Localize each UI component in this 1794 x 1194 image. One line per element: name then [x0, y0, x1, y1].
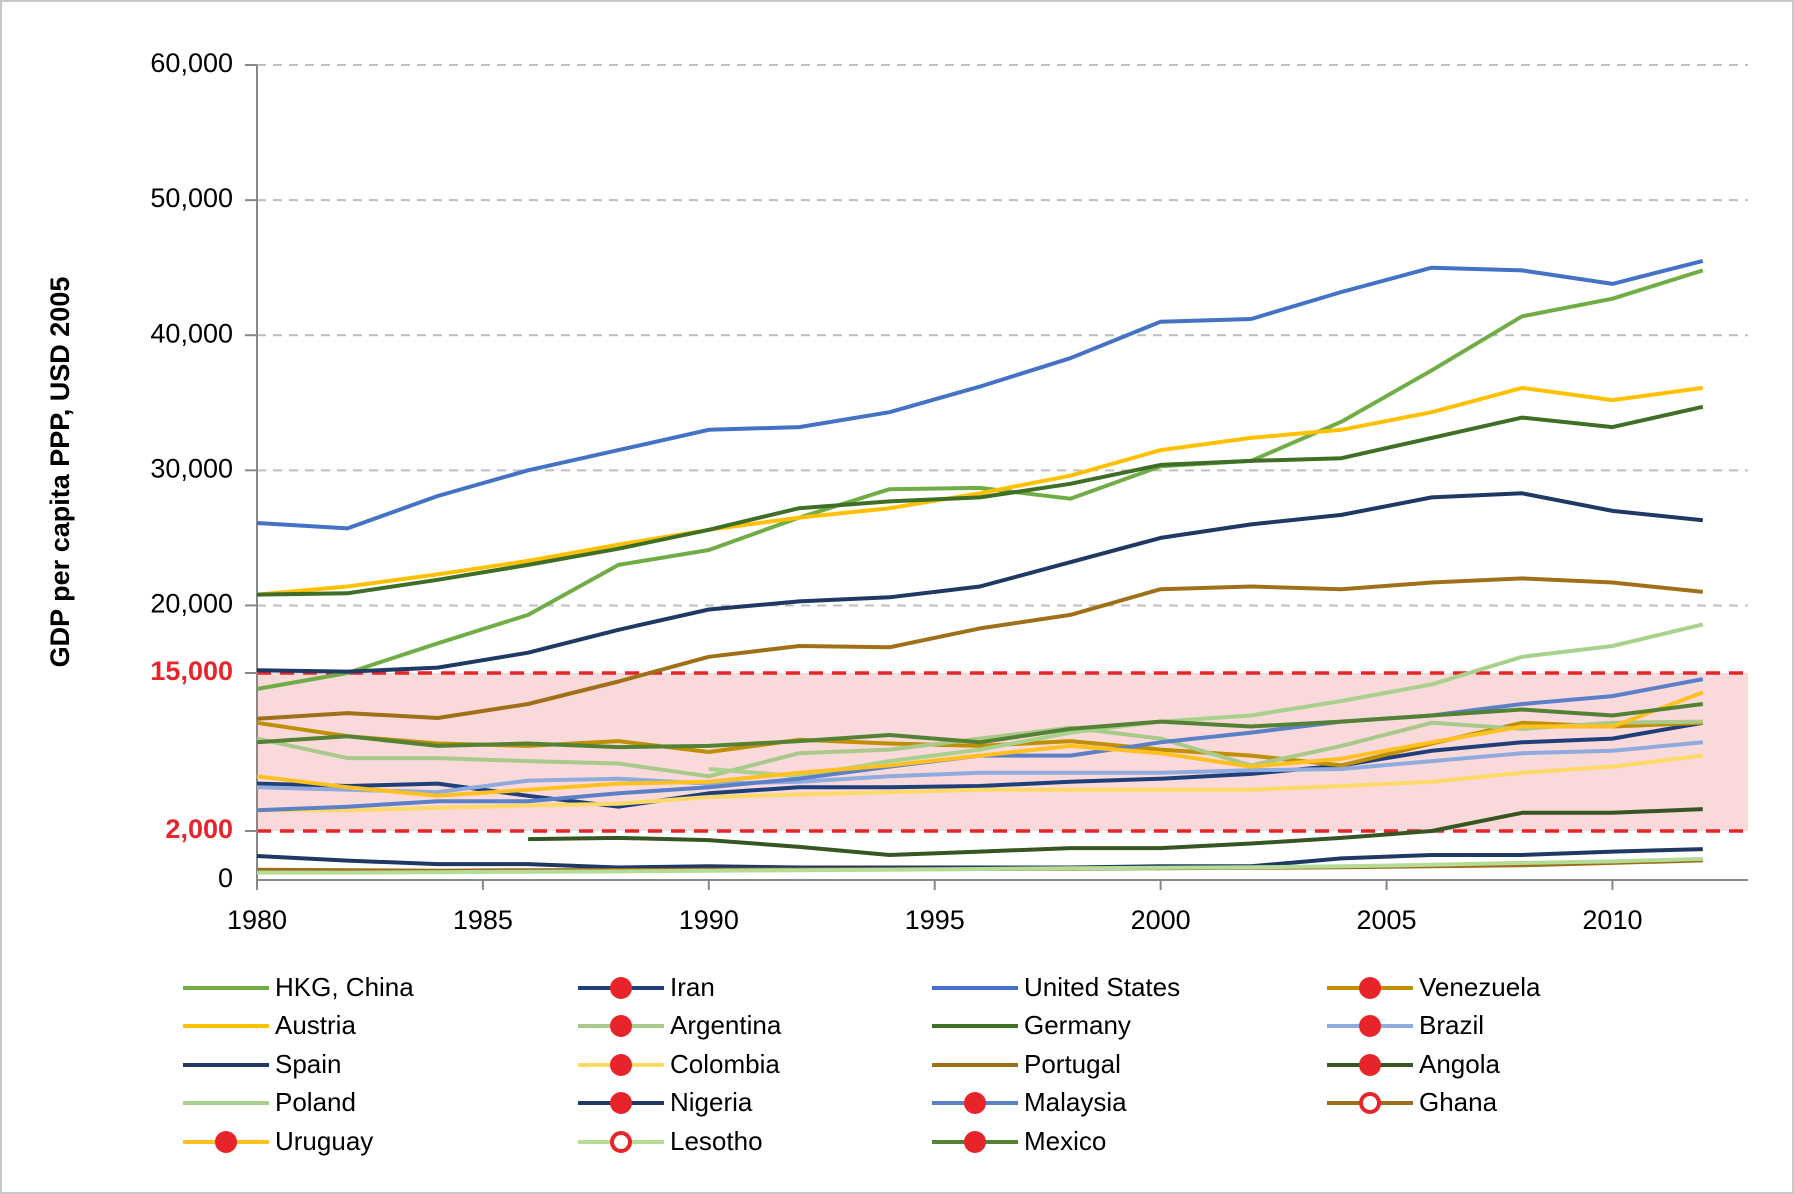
series-line: [257, 856, 1703, 875]
legend-marker: [1359, 1092, 1381, 1114]
legend-marker: [610, 1054, 632, 1076]
series-line: [256, 719, 1703, 779]
legend-label: Ghana: [1419, 1087, 1498, 1117]
legend-label: Germany: [1024, 1010, 1131, 1040]
y-tick-label: 40,000: [150, 318, 233, 348]
series-line: [256, 491, 1704, 674]
y-axis-title: GDP per capita PPP, USD 2005: [45, 277, 75, 668]
y-tick-label: 0: [218, 863, 233, 893]
legend-marker: [964, 1092, 986, 1114]
x-tick-label: 1995: [905, 905, 965, 935]
y-tick-label: 60,000: [150, 48, 233, 78]
series-line: [256, 702, 1704, 750]
x-tick-label: 2010: [1582, 905, 1642, 935]
legend-label: Lesotho: [670, 1126, 763, 1156]
x-tick-label: 1985: [453, 905, 513, 935]
legend-label: Spain: [275, 1049, 342, 1079]
legend-label: Argentina: [670, 1010, 782, 1040]
series-line: [256, 690, 1704, 798]
x-tick-label: 1980: [227, 905, 287, 935]
legend-label: Colombia: [670, 1049, 780, 1079]
series-line: [257, 753, 1704, 813]
x-tick-label: 1990: [679, 905, 739, 935]
legend-label: Mexico: [1024, 1126, 1106, 1156]
legend-label: Uruguay: [275, 1126, 373, 1156]
y-tick-label: 20,000: [150, 589, 233, 619]
legend-marker: [1359, 1054, 1381, 1076]
legend-marker: [215, 1131, 237, 1153]
legend-marker: [1359, 977, 1381, 999]
legend-label: Austria: [275, 1010, 356, 1040]
series-line: [528, 807, 1703, 857]
legend-marker: [610, 1015, 632, 1037]
series-line: [256, 268, 1704, 691]
series-line: [256, 740, 1703, 795]
legend-label: HKG, China: [275, 972, 414, 1002]
legend-label: Poland: [275, 1087, 356, 1117]
legend-label: Angola: [1419, 1049, 1500, 1079]
y-tick-label: 30,000: [150, 453, 233, 483]
y-tick-label: 50,000: [150, 183, 233, 213]
series-line: [256, 576, 1704, 721]
legend-label: Venezuela: [1419, 972, 1541, 1002]
legend-label: Portugal: [1024, 1049, 1121, 1079]
series-line: [256, 258, 1704, 531]
legend-marker: [610, 1092, 632, 1114]
legend-label: Iran: [670, 972, 715, 1002]
legend-marker: [964, 1131, 986, 1153]
legend-label: Brazil: [1419, 1010, 1484, 1040]
legend-marker: [610, 1131, 632, 1153]
legend-label: Malaysia: [1024, 1087, 1127, 1117]
legend-label: United States: [1024, 972, 1180, 1002]
series-line: [256, 404, 1704, 597]
x-tick-label: 2000: [1131, 905, 1191, 935]
legend-marker: [1359, 1015, 1381, 1037]
series-line: [708, 622, 1704, 779]
y-tick-label: 15,000: [150, 656, 233, 686]
legend-marker: [610, 977, 632, 999]
series-line: [256, 385, 1704, 597]
x-tick-label: 2005: [1357, 905, 1417, 935]
y-tick-label: 2,000: [165, 814, 233, 844]
legend-label: Nigeria: [670, 1087, 753, 1117]
